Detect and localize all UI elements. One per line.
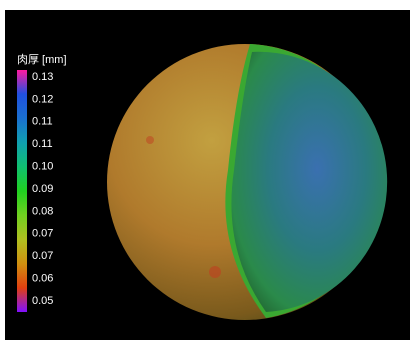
legend-label: 0.07 [32, 250, 53, 262]
legend-label: 0.07 [32, 228, 53, 240]
legend-label: 0.12 [32, 93, 53, 105]
legend-label: 0.11 [32, 138, 53, 150]
color-bar [17, 70, 27, 312]
legend-label: 0.11 [32, 116, 53, 128]
legend-label: 0.13 [32, 71, 53, 83]
legend-title: 肉厚 [mm] [17, 53, 67, 66]
viewer: 肉厚 [mm] 0.13 0.12 0.11 0.11 0.10 0.09 0.08 0.07… [0, 0, 415, 349]
legend-label: 0.05 [32, 295, 53, 307]
legend-label: 0.09 [32, 183, 53, 195]
legend-label: 0.10 [32, 161, 53, 173]
legend-label: 0.06 [32, 273, 53, 285]
legend-label: 0.08 [32, 205, 53, 217]
